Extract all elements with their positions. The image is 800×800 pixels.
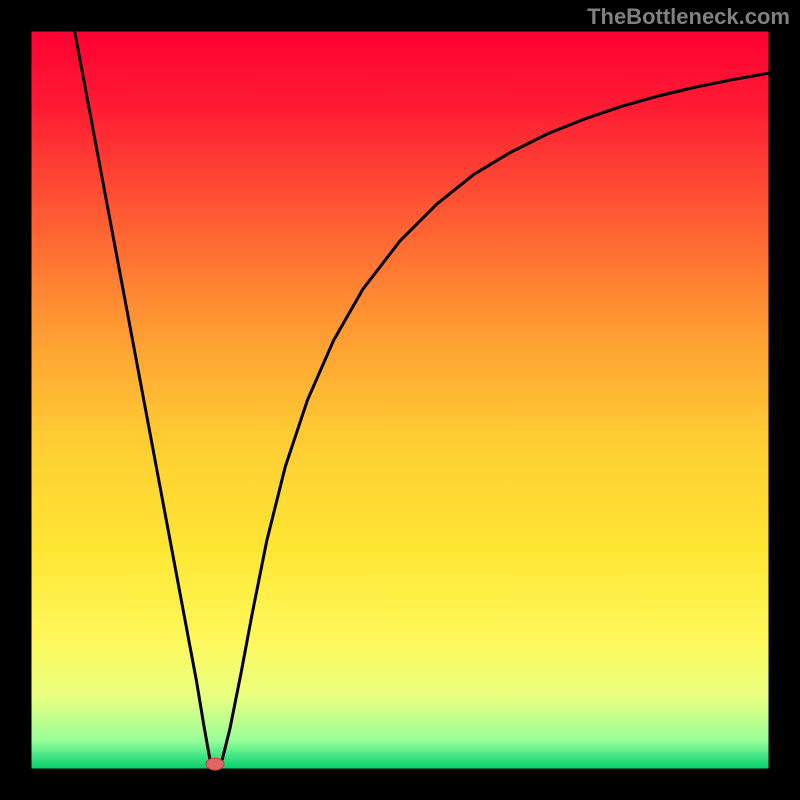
watermark-text: TheBottleneck.com — [587, 4, 790, 30]
chart-container: TheBottleneck.com — [0, 0, 800, 800]
bottleneck-chart — [0, 0, 800, 800]
chart-plot-bg — [30, 30, 770, 770]
minimum-marker — [206, 758, 224, 770]
